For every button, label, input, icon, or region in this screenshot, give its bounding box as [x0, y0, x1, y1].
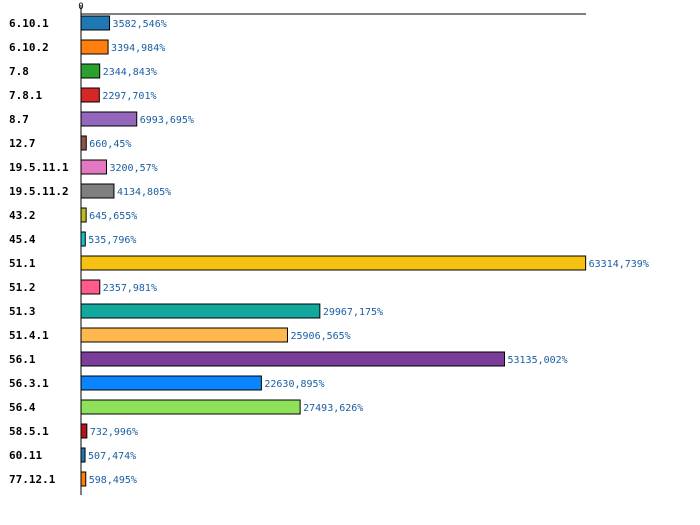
category-label: 8.7 — [9, 113, 29, 126]
value-label: 660,45% — [89, 139, 131, 150]
bar — [80, 447, 86, 463]
bar — [80, 303, 321, 319]
category-label: 6.10.1 — [9, 17, 49, 30]
category-label: 6.10.2 — [9, 41, 49, 54]
category-label: 45.4 — [9, 233, 36, 246]
bar — [80, 15, 111, 31]
category-label: 56.4 — [9, 401, 36, 414]
value-label: 53135,002% — [508, 355, 568, 366]
bar — [80, 39, 109, 55]
value-label: 535,796% — [88, 235, 136, 246]
bar — [80, 279, 101, 295]
bar — [80, 159, 108, 175]
value-label: 27493,626% — [303, 403, 363, 414]
category-label: 56.1 — [9, 353, 36, 366]
category-label: 58.5.1 — [9, 425, 49, 438]
value-label: 22630,895% — [264, 379, 324, 390]
value-label: 4134,805% — [117, 187, 171, 198]
bar — [80, 351, 506, 367]
bar — [80, 87, 100, 103]
category-label: 56.3.1 — [9, 377, 49, 390]
value-label: 6993,695% — [140, 115, 194, 126]
category-label: 43.2 — [9, 209, 36, 222]
value-label: 598,495% — [89, 475, 137, 486]
category-label: 51.4.1 — [9, 329, 49, 342]
category-label: 51.3 — [9, 305, 36, 318]
category-label: 7.8.1 — [9, 89, 42, 102]
category-label: 51.2 — [9, 281, 36, 294]
category-label: 19.5.11.1 — [9, 161, 69, 174]
bar — [80, 231, 86, 247]
bar — [80, 207, 87, 223]
bar — [80, 111, 138, 127]
bars-group: 6.10.1 3582,546% 6.10.2 3394,984% 7.8 2344,84… — [9, 15, 649, 487]
bar — [80, 255, 587, 271]
value-label: 507,474% — [88, 451, 136, 462]
bar — [80, 423, 88, 439]
value-label: 3582,546% — [113, 19, 167, 30]
bar — [80, 471, 87, 487]
bar — [80, 63, 101, 79]
value-label: 645,655% — [89, 211, 137, 222]
value-label: 29967,175% — [323, 307, 383, 318]
value-label: 732,996% — [90, 427, 138, 438]
category-label: 7.8 — [9, 65, 29, 78]
value-label: 2297,701% — [102, 91, 156, 102]
category-label: 60.11 — [9, 449, 42, 462]
bar — [80, 135, 87, 151]
category-label: 51.1 — [9, 257, 36, 270]
x-tick-label: 0 — [78, 2, 83, 12]
bar — [80, 327, 288, 343]
value-label: 2344,843% — [103, 67, 157, 78]
value-label: 3394,984% — [111, 43, 165, 54]
bar — [80, 399, 301, 415]
value-label: 2357,981% — [103, 283, 157, 294]
category-label: 19.5.11.2 — [9, 185, 69, 198]
bar — [80, 375, 262, 391]
bar — [80, 183, 115, 199]
category-label: 12.7 — [9, 137, 36, 150]
value-label: 25906,565% — [290, 331, 350, 342]
value-label: 63314,739% — [589, 259, 649, 270]
value-label: 3200,57% — [110, 163, 158, 174]
category-label: 77.12.1 — [9, 473, 56, 486]
